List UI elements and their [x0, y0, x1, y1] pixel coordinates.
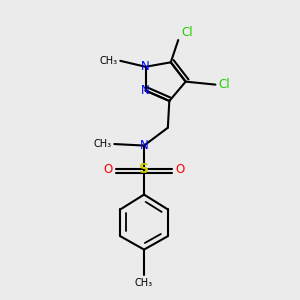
- Text: Cl: Cl: [218, 78, 230, 91]
- Text: CH₃: CH₃: [135, 278, 153, 288]
- Text: O: O: [175, 163, 184, 176]
- Text: S: S: [139, 162, 149, 176]
- Text: N: N: [141, 60, 150, 73]
- Text: CH₃: CH₃: [93, 139, 111, 149]
- Text: O: O: [103, 163, 113, 176]
- Text: N: N: [141, 84, 150, 97]
- Text: N: N: [140, 139, 148, 152]
- Text: Cl: Cl: [181, 26, 193, 38]
- Text: CH₃: CH₃: [99, 56, 117, 66]
